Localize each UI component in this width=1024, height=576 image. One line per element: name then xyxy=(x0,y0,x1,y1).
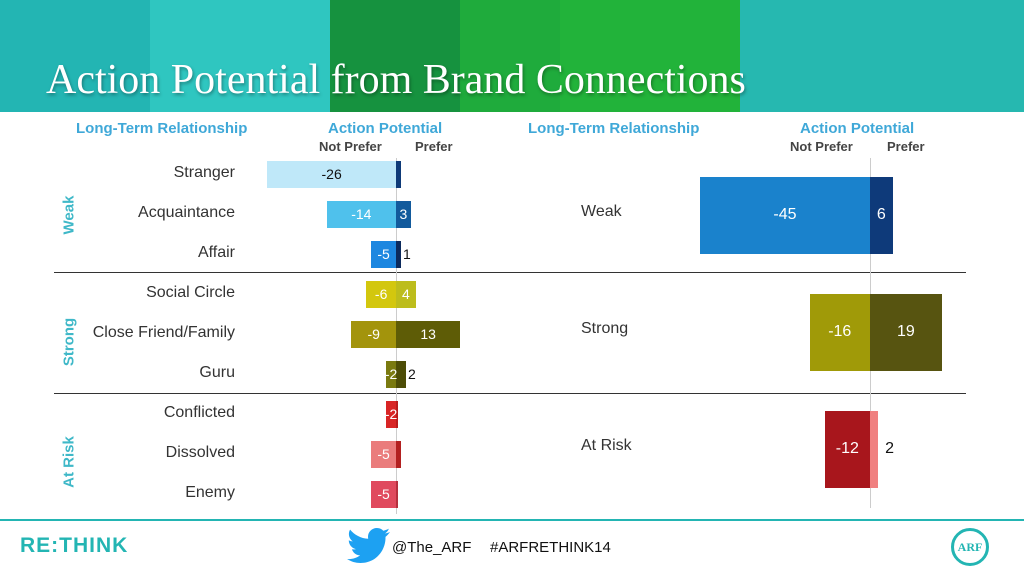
bar-prefer xyxy=(396,320,461,348)
category-label: Stranger xyxy=(173,164,235,181)
bar-not-prefer xyxy=(386,400,396,428)
bar-not-prefer xyxy=(371,240,396,268)
category-label: Weak xyxy=(581,203,622,220)
bar-not-prefer xyxy=(326,200,396,228)
value-label-not-prefer: -5 xyxy=(377,246,390,262)
value-label-not-prefer: -2 xyxy=(384,366,398,382)
value-label-prefer: 6 xyxy=(876,206,886,223)
value-label-prefer: 3 xyxy=(399,206,408,222)
category-label: Social Circle xyxy=(146,284,235,301)
arf-logo-text: ARF xyxy=(957,539,983,554)
banner-shape xyxy=(150,0,360,112)
bar-not-prefer xyxy=(699,176,870,254)
value-label-not-prefer: -6 xyxy=(374,286,388,302)
right-not-prefer-label: Not Prefer xyxy=(790,139,853,154)
category-label: Strong xyxy=(581,320,629,337)
category-label: Affair xyxy=(197,244,235,261)
group-separator xyxy=(54,272,966,273)
value-label-not-prefer: -2 xyxy=(384,406,398,422)
value-label-prefer: 1 xyxy=(403,246,411,262)
value-label-prefer: 19 xyxy=(897,323,915,340)
value-label-prefer: 4 xyxy=(401,286,410,302)
title-banner xyxy=(0,0,1024,112)
bar-not-prefer xyxy=(351,320,396,348)
bar-not-prefer xyxy=(824,410,870,488)
bar-not-prefer xyxy=(386,360,396,388)
value-label-prefer: 13 xyxy=(420,326,436,342)
bar-not-prefer xyxy=(366,280,396,308)
category-label: Conflicted xyxy=(163,404,235,421)
bar-prefer xyxy=(396,360,406,388)
bar-prefer xyxy=(396,200,411,228)
bar-prefer xyxy=(870,176,893,254)
twitter-bird-icon xyxy=(347,528,390,563)
bar-not-prefer xyxy=(809,293,870,371)
page-title: Action Potential from Brand Connections xyxy=(46,57,746,103)
right-value-header: Action Potential xyxy=(800,120,915,137)
group-label-weak: Weak xyxy=(60,195,78,235)
left-not-prefer-label: Not Prefer xyxy=(319,139,382,154)
bar-not-prefer xyxy=(371,480,396,508)
bar-prefer xyxy=(396,240,401,268)
footer-divider xyxy=(0,519,1024,521)
left-column-header: Long-Term Relationship xyxy=(76,120,248,137)
bar-not-prefer xyxy=(371,440,396,468)
value-label-prefer: 2 xyxy=(407,366,416,382)
category-label: Guru xyxy=(199,364,235,381)
right-column-header: Long-Term Relationship xyxy=(528,120,700,137)
category-label: At Risk xyxy=(581,437,632,454)
category-label: Acquaintance xyxy=(138,204,235,221)
banner-shape xyxy=(560,0,740,112)
group-label-strong: Strong xyxy=(60,317,78,367)
value-label-not-prefer: -45 xyxy=(773,206,797,223)
bar-prefer xyxy=(396,400,399,428)
rethink-logo: RE:THINK xyxy=(20,534,129,557)
bar-prefer xyxy=(396,160,401,188)
category-label: Close Friend/Family xyxy=(92,324,235,341)
value-label-not-prefer: -16 xyxy=(828,323,852,340)
bar-prefer xyxy=(870,410,878,488)
banner-shape xyxy=(460,0,560,112)
group-separator xyxy=(54,393,966,394)
bar-prefer xyxy=(396,480,398,508)
value-label-not-prefer: -12 xyxy=(835,440,859,457)
value-label-not-prefer: -14 xyxy=(351,206,372,222)
group-label-at-risk: At Risk xyxy=(60,436,78,488)
bar-prefer xyxy=(396,440,401,468)
bar-prefer xyxy=(396,280,416,308)
value-label-not-prefer: -9 xyxy=(367,326,380,342)
value-label-prefer: 2 xyxy=(885,440,894,457)
value-label-not-prefer: -26 xyxy=(321,166,342,182)
event-hashtag[interactable]: #ARFRETHINK14 xyxy=(490,539,611,556)
bar-prefer xyxy=(870,293,942,371)
value-label-not-prefer: -5 xyxy=(377,486,390,502)
category-label: Dissolved xyxy=(165,444,235,461)
left-value-header: Action Potential xyxy=(328,120,443,137)
bar-not-prefer xyxy=(267,160,396,188)
left-prefer-label: Prefer xyxy=(415,139,453,154)
twitter-handle[interactable]: @The_ARF xyxy=(392,539,472,556)
banner-shape xyxy=(740,0,1024,112)
value-label-not-prefer: -5 xyxy=(377,446,390,462)
arf-logo: ARF xyxy=(951,528,989,566)
category-label: Enemy xyxy=(185,484,235,501)
right-prefer-label: Prefer xyxy=(887,139,925,154)
